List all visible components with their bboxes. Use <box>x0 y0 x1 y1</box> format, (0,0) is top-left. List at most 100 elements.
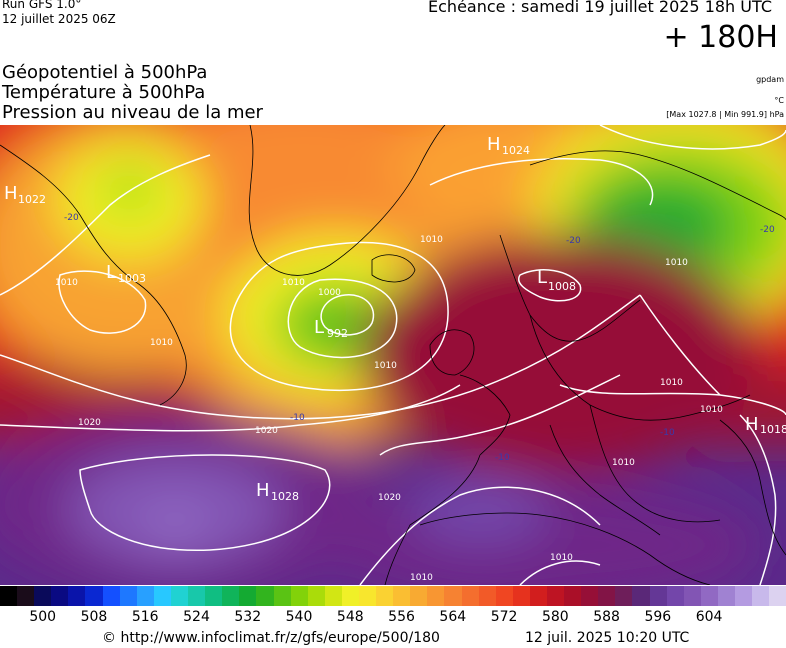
forecast-hour: + 180H <box>663 20 779 55</box>
weather-map: H 1022 L 1003 L 992 H 1024 L 1008 H 1028… <box>0 125 786 585</box>
pressure-center-value: 1024 <box>502 144 530 157</box>
color-scale-swatch <box>735 586 753 606</box>
color-scale-swatch <box>273 586 291 606</box>
color-scale-swatch <box>153 586 171 606</box>
pressure-center-letter: H <box>487 134 501 155</box>
isotherm-label: -20 <box>566 236 581 246</box>
color-scale-ticks: 500 508 516 524 532 540 548 556 564 572 580 588 596 6… <box>0 609 786 627</box>
run-date: 12 juillet 2025 06Z <box>2 12 116 26</box>
temperature-field <box>0 125 786 585</box>
color-scale-tick-label: 580 <box>541 609 569 625</box>
color-scale-swatch <box>170 586 189 606</box>
isobar-label: 1010 <box>410 573 433 583</box>
color-scale-tick-label: 604 <box>695 609 723 625</box>
isobar-label: 1010 <box>420 235 443 245</box>
color-scale-tick-label: 588 <box>593 609 620 625</box>
color-scale-tick-label: 500 <box>29 609 57 625</box>
isobar-label: 1010 <box>55 278 78 288</box>
color-scale-swatch <box>752 586 770 606</box>
isobar-labels: 1010 1010 1000 1010 1010 1010 1020 1020 … <box>55 235 723 583</box>
pressure-center-value: 1008 <box>548 280 576 293</box>
pressure-center-value: 1028 <box>271 490 299 503</box>
coastlines <box>0 125 786 585</box>
color-scale-swatch <box>290 586 308 606</box>
isobar-label: 1020 <box>378 493 401 503</box>
color-scale-swatch <box>34 586 52 606</box>
isobar-label: 1010 <box>665 258 688 268</box>
color-scale-swatch <box>564 586 582 606</box>
layer-title-geopotential: Géopotentiel à 500hPa <box>2 62 208 83</box>
color-scale-swatch <box>512 586 530 606</box>
pressure-center-letter: H <box>256 480 270 501</box>
color-scale-swatch <box>700 586 718 606</box>
run-title: Run GFS 1.0° <box>2 0 82 11</box>
color-scale-swatch <box>205 586 223 606</box>
isobar-label: 1010 <box>660 378 683 388</box>
color-scale-swatch <box>529 586 547 606</box>
isobar-label: 1010 <box>700 405 723 415</box>
pressure-centers: H 1022 L 1003 L 992 H 1024 L 1008 H 1028… <box>4 134 786 503</box>
color-scale-tick-label: 508 <box>80 609 108 625</box>
isobar-label: 1010 <box>374 361 397 371</box>
color-scale-swatch <box>649 586 667 606</box>
pressure-center-value: 1022 <box>18 193 46 206</box>
unit-geopotential: gpdam <box>756 75 784 84</box>
color-scale-tick-label: 596 <box>644 609 672 625</box>
isobar-label: 1010 <box>282 278 305 288</box>
color-scale-swatch <box>444 586 462 606</box>
isobar-label: 1020 <box>78 418 101 428</box>
isobars <box>0 125 786 585</box>
isotherm-label: -10 <box>495 453 510 463</box>
layer-title-temperature: Température à 500hPa <box>2 82 206 103</box>
color-scale-tick-label: 516 <box>131 609 159 625</box>
color-scale-swatch <box>85 586 103 606</box>
color-scale-swatch <box>581 586 599 606</box>
pressure-center-letter: H <box>4 183 18 204</box>
color-scale-tick-label: 572 <box>490 609 518 625</box>
color-scale-swatch <box>239 586 257 606</box>
color-scale-swatch <box>769 586 786 606</box>
isotherm-label: -10 <box>290 413 305 423</box>
color-scale-swatch <box>410 586 428 606</box>
color-scale-swatch <box>358 586 377 606</box>
color-scale-swatch <box>461 586 479 606</box>
pressure-center-letter: L <box>314 317 324 338</box>
color-scale-swatch <box>222 586 240 606</box>
isobar-label: 1000 <box>318 288 341 298</box>
color-scale-tick-label: 556 <box>388 609 415 625</box>
color-scale-tick-label: 564 <box>439 609 467 625</box>
color-scale-swatch <box>0 586 18 606</box>
color-scale-swatch <box>341 586 359 606</box>
color-scale-swatch <box>68 586 86 606</box>
color-scale-tick-label: 540 <box>285 609 313 625</box>
color-scale-swatch <box>376 586 394 606</box>
isobar-label: 1020 <box>255 426 278 436</box>
isobar-label: 1010 <box>612 458 635 468</box>
layer-title-pressure: Pression au niveau de la mer <box>2 102 263 123</box>
pressure-range: [Max 1027.8 | Min 991.9] hPa <box>666 110 784 119</box>
color-scale-swatch <box>666 586 684 606</box>
color-scale-swatch <box>256 586 274 606</box>
pressure-center-letter: H <box>745 414 759 435</box>
pressure-center-value: 1003 <box>118 272 146 285</box>
color-scale-swatch <box>547 586 565 606</box>
pressure-center-letter: L <box>537 267 547 288</box>
color-scale-tick-label: 532 <box>234 609 262 625</box>
isotherm-label: -20 <box>64 213 79 223</box>
color-scale-tick-label: 548 <box>336 609 364 625</box>
isobar-label: 1010 <box>150 338 173 348</box>
isobar-label: 1010 <box>550 553 573 563</box>
color-scale-swatch <box>615 586 633 606</box>
color-scale-tick-label: 524 <box>183 609 210 625</box>
color-scale-swatch <box>427 586 445 606</box>
color-scale-swatch <box>717 586 736 606</box>
isotherm-labels: -20 -20 -20 -10 -10 -10 <box>64 213 775 463</box>
color-scale-swatch <box>51 586 69 606</box>
color-scale-swatch <box>478 586 496 606</box>
color-scale-swatch <box>495 586 513 606</box>
color-scale-swatch <box>119 586 137 606</box>
isotherm-label: -10 <box>660 428 675 438</box>
color-scale-swatch <box>307 586 325 606</box>
pressure-center-value: 1018 <box>760 423 786 436</box>
color-scale-swatch <box>136 586 154 606</box>
